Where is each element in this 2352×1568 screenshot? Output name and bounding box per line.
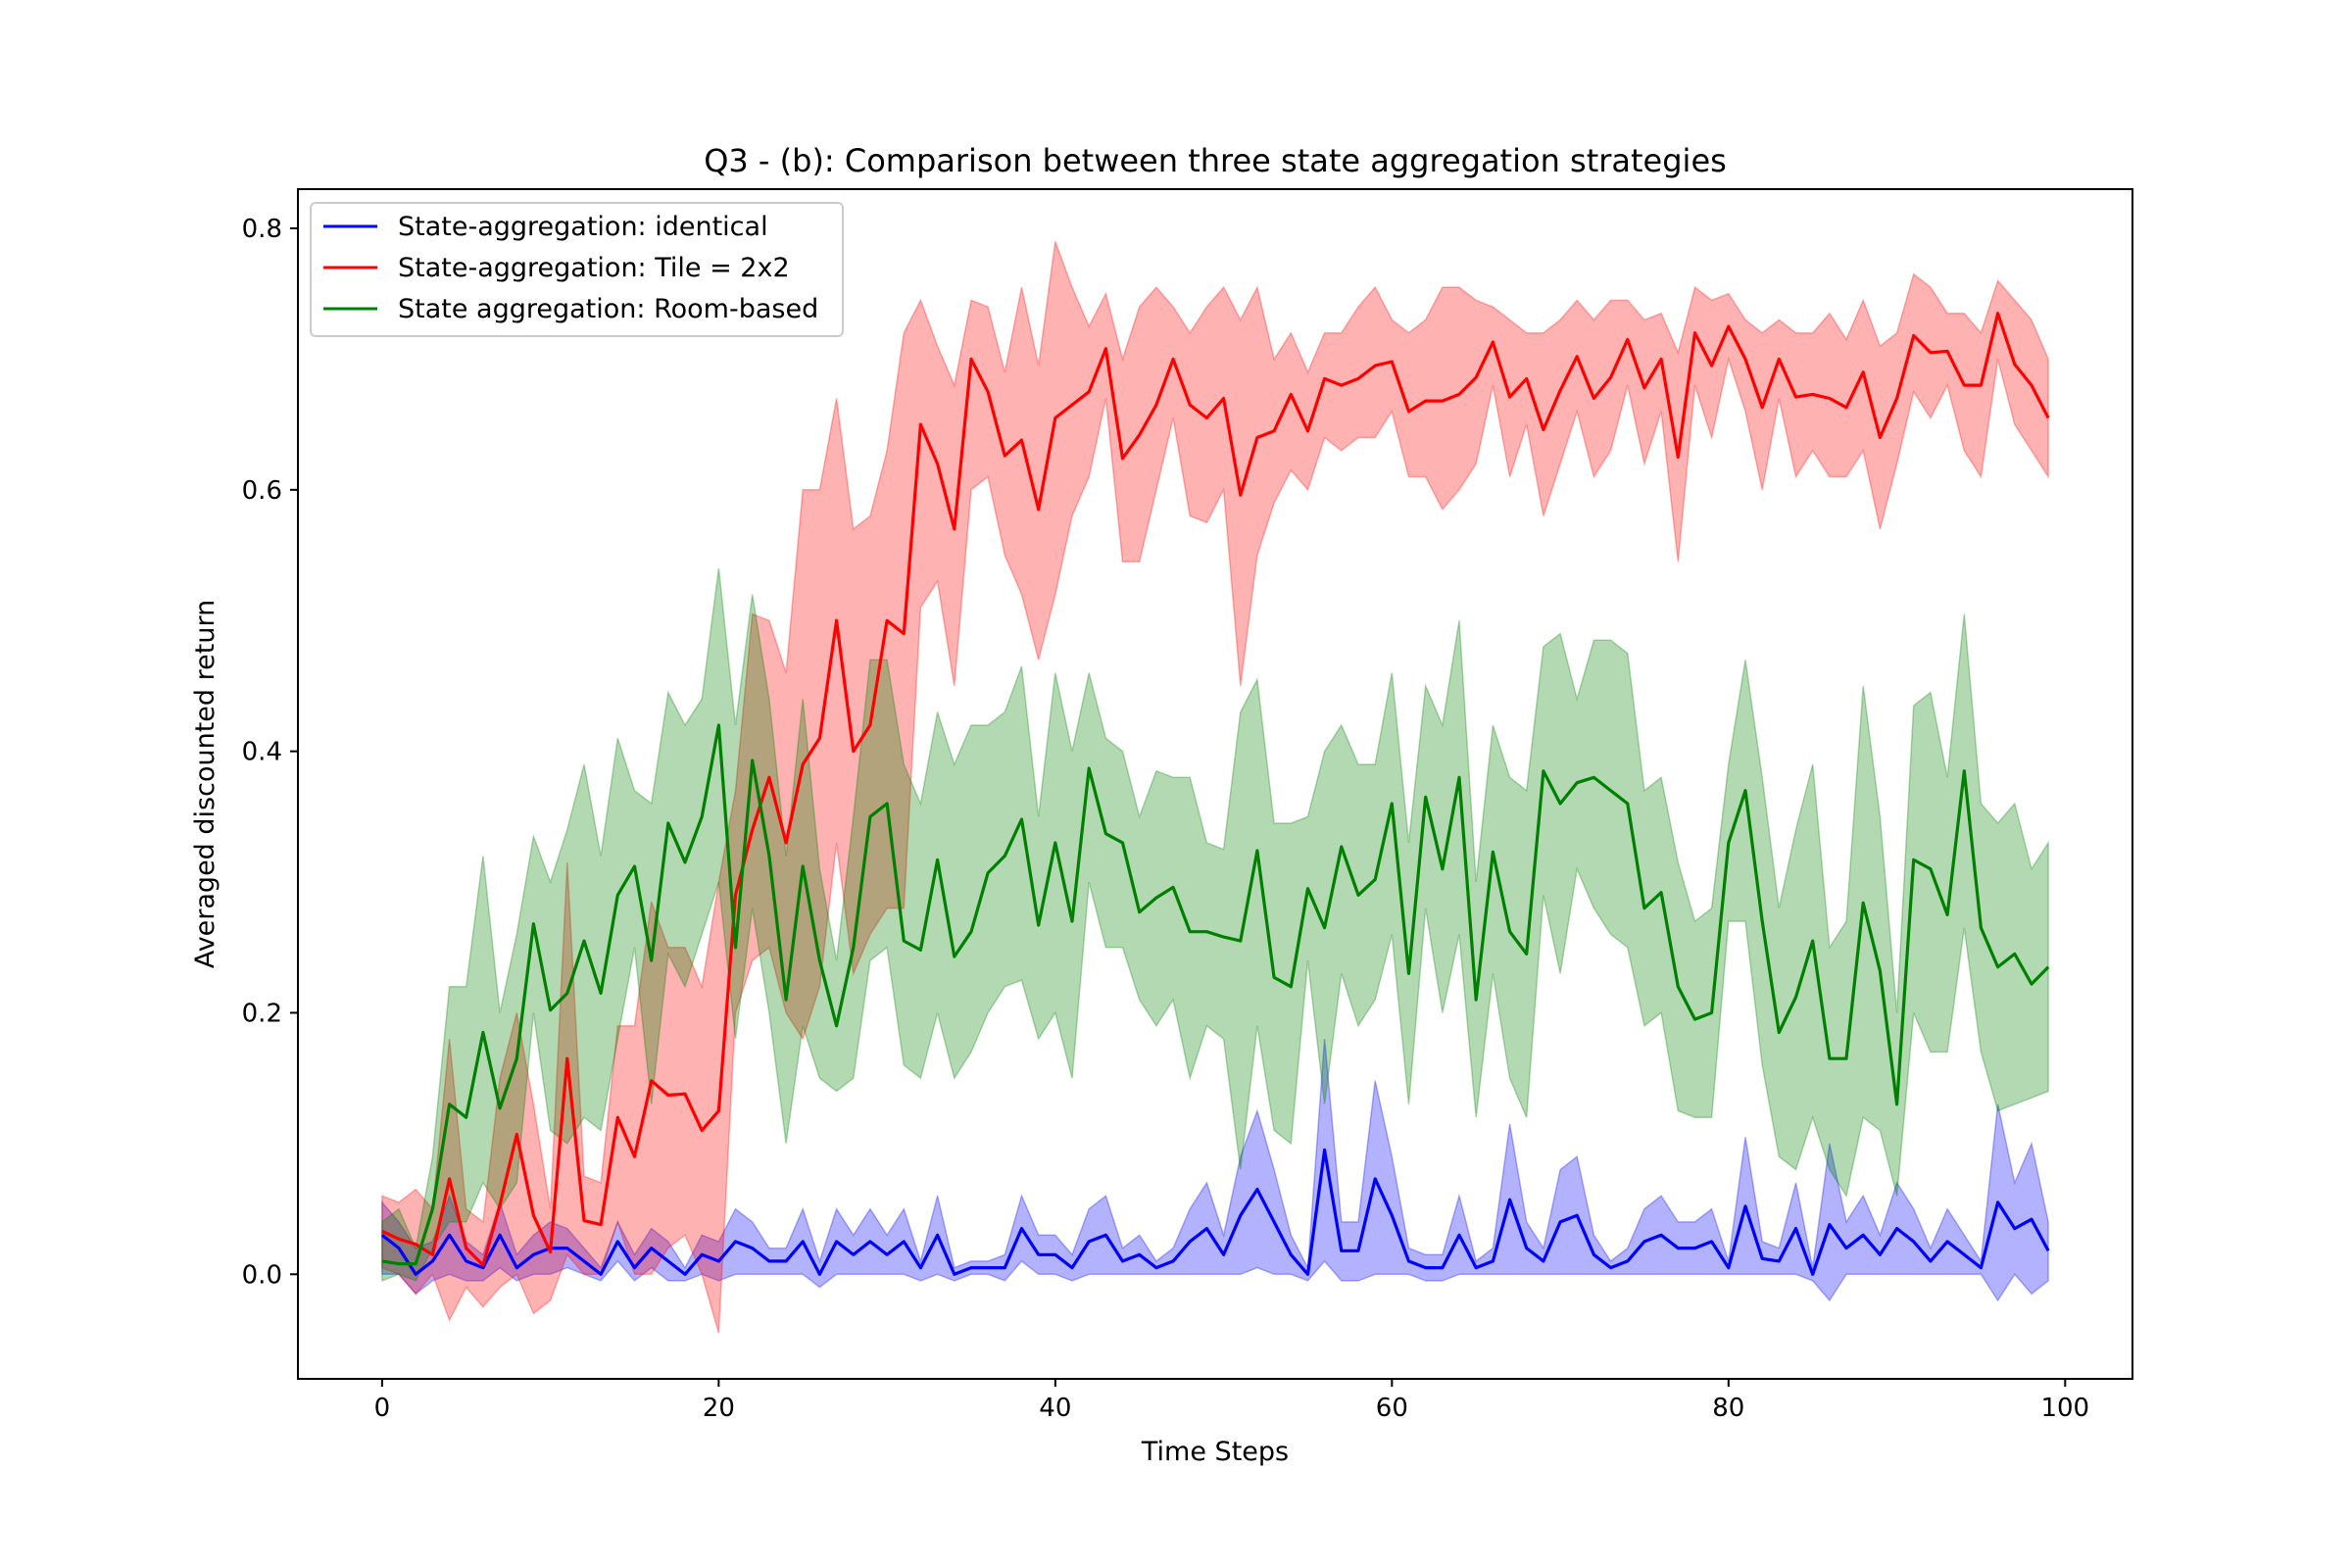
confidence-bands <box>381 241 2049 1334</box>
y-tick-label: 0.0 <box>242 1260 282 1290</box>
y-axis-ticks: 0.0 0.2 0.4 0.6 0.8 <box>242 215 298 1290</box>
mean-lines <box>380 312 2050 1276</box>
y-tick-label: 0.6 <box>242 476 282 506</box>
x-tick-label: 20 <box>703 1394 735 1423</box>
band-state-aggregation-tile-2x2 <box>381 241 2049 1334</box>
series-line-state-aggregation-identical <box>380 1148 2050 1276</box>
x-tick-label: 60 <box>1376 1394 1408 1423</box>
y-tick-label: 0.2 <box>242 999 282 1028</box>
x-tick-label: 0 <box>374 1394 391 1423</box>
legend-box <box>310 202 844 337</box>
chart-title: Q3 - (b): Comparison between three state… <box>704 142 1727 179</box>
y-axis-label: Averaged discounted return <box>190 600 220 968</box>
legend-label-tile: State-aggregation: Tile = 2x2 <box>398 253 790 283</box>
x-axis-label: Time Steps <box>1141 1437 1289 1467</box>
band-state-aggregation-room-based <box>381 567 2049 1282</box>
y-tick-label: 0.4 <box>242 738 282 767</box>
x-tick-label: 40 <box>1039 1394 1071 1423</box>
legend-label-room-based: State aggregation: Room-based <box>398 294 818 324</box>
x-axis-ticks: 0 20 40 60 80 100 <box>374 1379 2089 1423</box>
legend: State-aggregation: identical State-aggre… <box>310 202 844 337</box>
plot-frame <box>297 188 2133 1380</box>
series-line-state-aggregation-room-based <box>381 723 2050 1266</box>
x-tick-label: 80 <box>1712 1394 1744 1423</box>
x-tick-label: 100 <box>2040 1394 2089 1423</box>
legend-label-identical: State-aggregation: identical <box>398 212 768 242</box>
series-line-state-aggregation-tile-2x2 <box>381 312 2050 1267</box>
band-state-aggregation-identical <box>381 1039 2049 1302</box>
y-tick-label: 0.8 <box>242 215 282 244</box>
